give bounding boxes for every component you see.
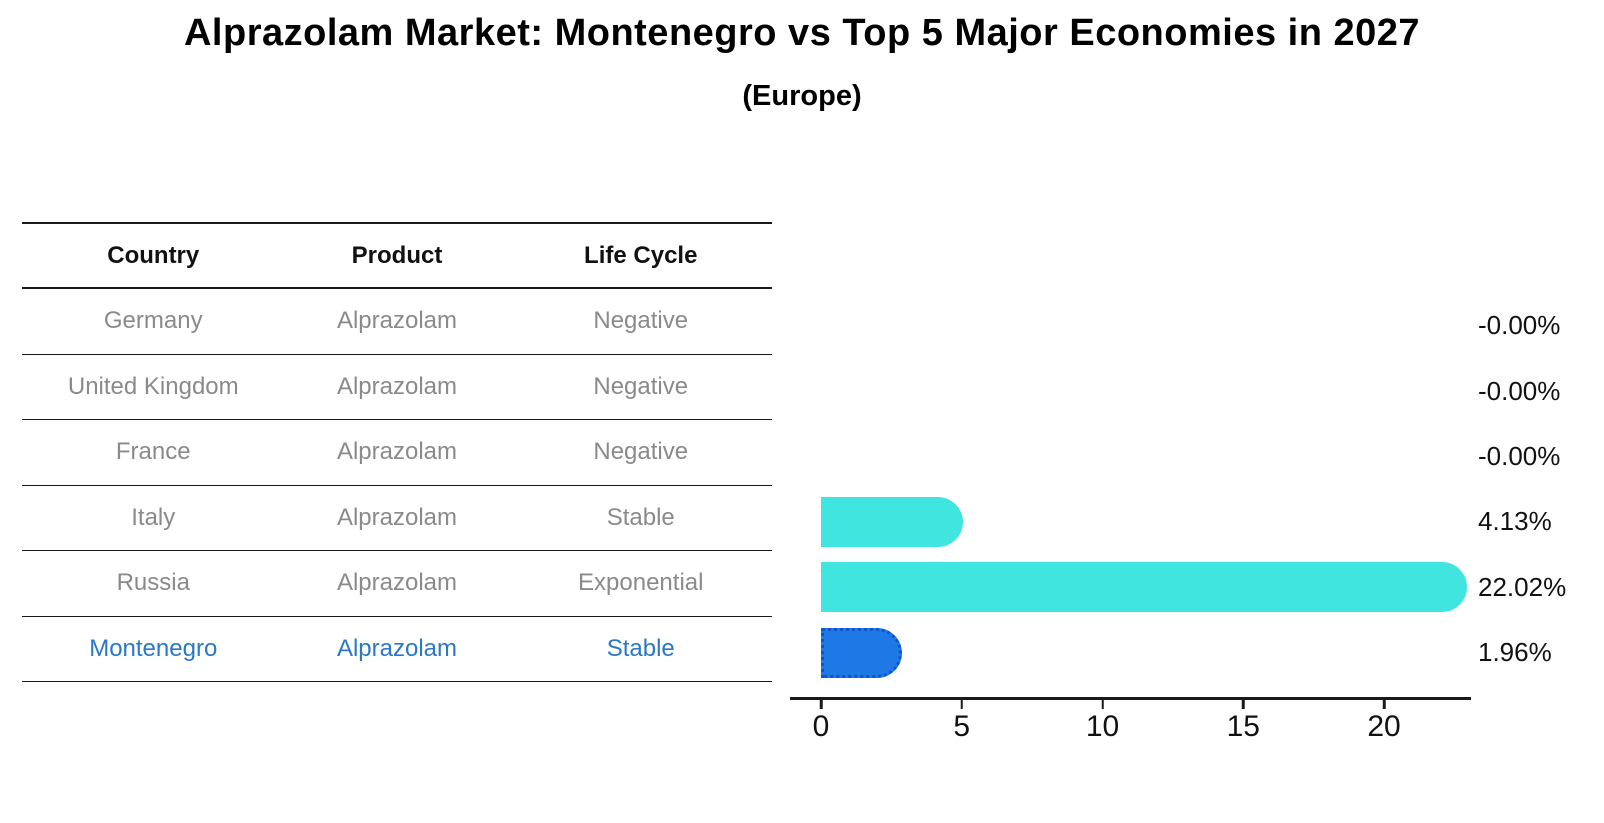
- value-label: -0.00%: [1478, 310, 1561, 341]
- cell-country: United Kingdom: [67, 372, 239, 400]
- cell-life_cycle: Negative: [593, 438, 689, 466]
- cell-life_cycle: Exponential: [578, 569, 704, 597]
- page-subtitle: (Europe): [742, 80, 862, 112]
- table-row: Italy Alprazolam Stable: [22, 486, 772, 551]
- cell-product: Alprazolam: [336, 569, 458, 597]
- bar-chart: [821, 293, 1472, 685]
- table-row: France Alprazolam Negative: [22, 420, 772, 486]
- cell-life_cycle: Negative: [593, 307, 689, 335]
- tick-label: 10: [1085, 710, 1120, 743]
- tick-label: 5: [953, 710, 971, 743]
- cell-country: Montenegro: [89, 634, 218, 662]
- cell-life_cycle: Stable: [606, 634, 675, 662]
- cell-country: Russia: [116, 569, 190, 597]
- cell-product: Alprazolam: [336, 372, 458, 400]
- cell-product: Alprazolam: [336, 307, 458, 335]
- table-row: Montenegro Alprazolam Stable: [22, 617, 772, 682]
- table-body: Germany Alprazolam Negative United Kingdom A…: [22, 289, 772, 682]
- header-cell-product: Product: [351, 241, 443, 269]
- tick-mark: [819, 699, 823, 709]
- value-label: 1.96%: [1478, 637, 1552, 668]
- bar-row: [821, 620, 1472, 685]
- table-header-row: Country Product Life Cycle: [22, 222, 772, 289]
- value-label: 4.13%: [1478, 506, 1552, 537]
- tick-mark: [1382, 699, 1386, 709]
- bar: [821, 562, 1467, 613]
- cell-product: Alprazolam: [336, 503, 458, 531]
- data-table: Country Product Life Cycle Germany Alprazol…: [22, 222, 772, 682]
- tick-mark: [1101, 699, 1104, 709]
- value-label: -0.00%: [1478, 440, 1561, 471]
- header-cell-life_cycle: Life Cycle: [584, 241, 698, 269]
- value-label: 22.02%: [1478, 571, 1567, 602]
- value-labels: -0.00% -0.00% -0.00% 4.13% 22.02% 1.96%: [1478, 293, 1604, 685]
- tick-mark: [960, 699, 963, 709]
- cell-country: France: [115, 438, 191, 466]
- cell-country: Italy: [131, 503, 176, 531]
- bar: [821, 496, 964, 547]
- tick-label: 20: [1367, 710, 1401, 743]
- table-row: United Kingdom Alprazolam Negative: [22, 355, 772, 420]
- cell-life_cycle: Stable: [606, 503, 675, 531]
- cell-product: Alprazolam: [336, 634, 458, 662]
- tick-label: 0: [812, 710, 830, 743]
- header-cell-country: Country: [107, 241, 200, 269]
- bar-row: [821, 555, 1472, 620]
- table-row: Germany Alprazolam Negative: [22, 289, 772, 355]
- cell-life_cycle: Negative: [593, 372, 689, 400]
- bar-row: [821, 489, 1472, 554]
- x-axis: 0 5 10 15 20: [790, 697, 1471, 747]
- table-row: Russia Alprazolam Exponential: [22, 551, 772, 617]
- value-label: -0.00%: [1478, 375, 1561, 406]
- cell-product: Alprazolam: [336, 438, 458, 466]
- bar-row: [821, 424, 1472, 489]
- page-title: Alprazolam Market: Montenegro vs Top 5 M…: [183, 12, 1420, 54]
- axis-line: [790, 697, 1471, 700]
- bar: [821, 627, 903, 678]
- bar-row: [821, 358, 1472, 423]
- cell-country: Germany: [103, 307, 203, 335]
- bar-row: [821, 293, 1472, 358]
- tick-mark: [1242, 699, 1245, 709]
- tick-label: 15: [1226, 710, 1260, 743]
